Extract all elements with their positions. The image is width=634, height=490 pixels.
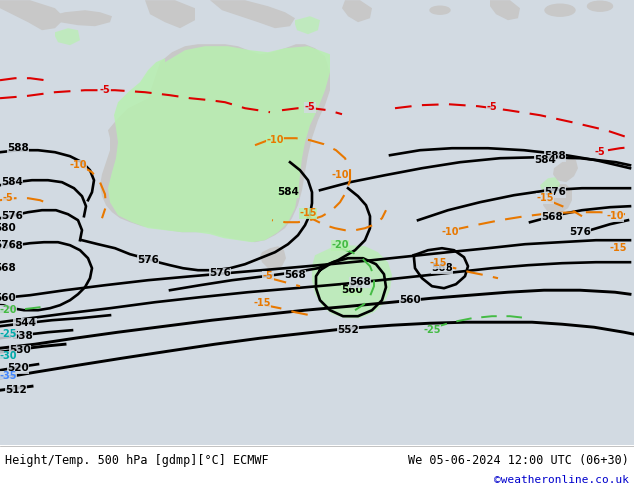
Polygon shape — [210, 0, 295, 28]
Text: 576: 576 — [137, 255, 159, 265]
Text: -15: -15 — [429, 258, 447, 268]
Text: -5: -5 — [100, 85, 110, 95]
Text: -10: -10 — [69, 160, 87, 170]
Text: 568: 568 — [284, 270, 306, 280]
Text: -10: -10 — [266, 135, 284, 145]
Polygon shape — [553, 158, 578, 182]
Text: -5: -5 — [595, 147, 605, 157]
Text: 568: 568 — [541, 212, 563, 222]
Polygon shape — [55, 28, 80, 45]
Text: -20: -20 — [331, 240, 349, 250]
Text: -25: -25 — [424, 325, 441, 335]
Text: -15: -15 — [609, 243, 627, 253]
Text: 568: 568 — [431, 263, 453, 273]
Text: 560: 560 — [399, 295, 421, 305]
Text: 584: 584 — [534, 155, 556, 165]
Text: -30: -30 — [0, 351, 16, 361]
Text: 530: 530 — [9, 345, 31, 355]
Text: 520: 520 — [7, 363, 29, 373]
Text: -5: -5 — [487, 102, 498, 112]
Text: 588: 588 — [544, 151, 566, 161]
Text: 560: 560 — [341, 285, 363, 295]
Text: 576: 576 — [1, 211, 23, 221]
Text: -5: -5 — [304, 102, 315, 112]
Text: 576: 576 — [569, 227, 591, 237]
Polygon shape — [312, 245, 392, 318]
Ellipse shape — [588, 1, 612, 11]
Text: -5: -5 — [3, 193, 13, 203]
Text: 580: 580 — [0, 223, 16, 233]
Text: 544: 544 — [14, 318, 36, 328]
Text: -35: -35 — [0, 371, 16, 381]
Polygon shape — [0, 0, 65, 30]
Text: 576: 576 — [544, 187, 566, 197]
Polygon shape — [100, 44, 330, 242]
Text: 560: 560 — [0, 293, 16, 303]
Polygon shape — [42, 10, 112, 26]
Polygon shape — [342, 0, 372, 22]
Text: -15: -15 — [253, 298, 271, 308]
Text: 538: 538 — [11, 331, 33, 341]
Text: We 05-06-2024 12:00 UTC (06+30): We 05-06-2024 12:00 UTC (06+30) — [408, 454, 629, 467]
Text: -25: -25 — [0, 329, 16, 339]
Text: 584: 584 — [277, 187, 299, 197]
Text: 568: 568 — [0, 263, 16, 273]
Text: 568: 568 — [349, 277, 371, 287]
Polygon shape — [108, 46, 330, 242]
Polygon shape — [145, 0, 195, 28]
Text: -10: -10 — [441, 227, 459, 237]
Text: ©weatheronline.co.uk: ©weatheronline.co.uk — [494, 475, 629, 485]
Polygon shape — [540, 177, 560, 196]
Text: -15: -15 — [299, 208, 317, 218]
Text: 588: 588 — [7, 143, 29, 153]
Text: 584: 584 — [1, 177, 23, 187]
Text: 576: 576 — [0, 240, 16, 250]
Ellipse shape — [545, 4, 575, 16]
Polygon shape — [295, 16, 320, 34]
Polygon shape — [260, 246, 286, 270]
Text: -10: -10 — [331, 170, 349, 180]
Text: 552: 552 — [337, 325, 359, 335]
Text: 576: 576 — [209, 268, 231, 278]
Text: -10: -10 — [606, 211, 624, 221]
Ellipse shape — [430, 6, 450, 14]
Text: -20: -20 — [0, 305, 16, 315]
Polygon shape — [490, 0, 520, 20]
Text: Height/Temp. 500 hPa [gdmp][°C] ECMWF: Height/Temp. 500 hPa [gdmp][°C] ECMWF — [5, 454, 269, 467]
Text: 568: 568 — [1, 241, 23, 251]
Text: -15: -15 — [536, 193, 553, 203]
Text: -5: -5 — [262, 271, 273, 281]
Polygon shape — [543, 184, 572, 214]
Text: 512: 512 — [5, 385, 27, 395]
